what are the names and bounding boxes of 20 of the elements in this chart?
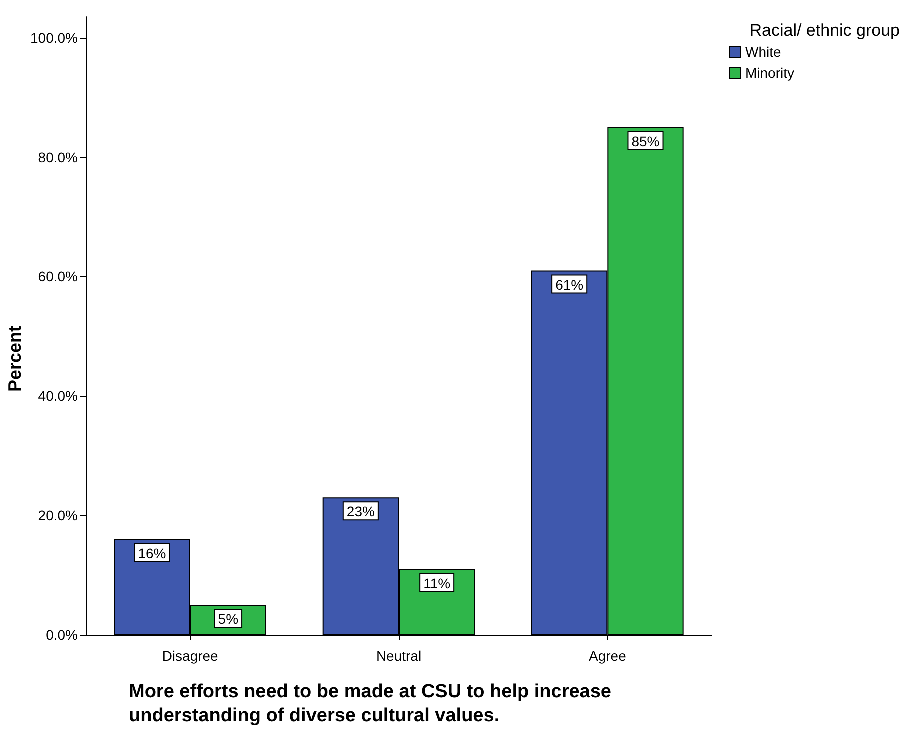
y-tick-label: 100.0% [30, 30, 78, 46]
data-label: 11% [424, 575, 451, 592]
y-tick-label: 20.0% [38, 508, 78, 524]
x-tick-label: Disagree [162, 648, 219, 664]
legend-label: White [746, 44, 782, 60]
y-tick-label: 60.0% [38, 268, 78, 285]
data-label: 5% [218, 611, 239, 628]
x-tick-label: Neutral [376, 648, 422, 664]
legend-label: Minority [746, 65, 795, 81]
y-tick-label: 0.0% [46, 627, 78, 643]
y-tick-label: 80.0% [38, 149, 78, 166]
y-axis-title: Percent [5, 326, 25, 392]
data-label: 61% [556, 276, 584, 293]
legend-title: Racial/ ethnic group [750, 21, 900, 40]
data-label: 16% [138, 545, 166, 562]
x-tick-label: Agree [588, 648, 627, 664]
y-tick-label: 40.0% [38, 388, 78, 404]
data-label: 23% [346, 504, 375, 520]
x-axis-title: More efforts need to be made at CSU to help increase understanding of diverse cultural values. [129, 682, 617, 726]
data-label: 85% [632, 133, 660, 150]
